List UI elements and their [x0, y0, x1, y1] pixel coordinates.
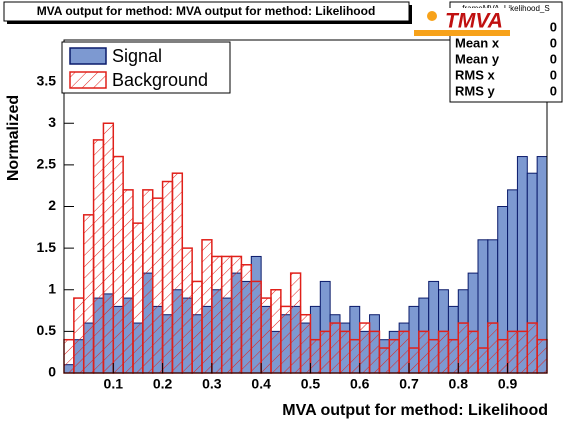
y-tick-label: 0.5	[37, 322, 57, 338]
logo-text: TMVA	[445, 10, 503, 33]
histogram-bar	[260, 297, 272, 374]
histogram-bar	[516, 330, 529, 374]
histogram-bar	[388, 338, 400, 374]
stats-value: 0	[550, 19, 557, 34]
x-tick-label: 0.4	[251, 376, 271, 392]
chart-title: MVA output for method: MVA output for me…	[37, 4, 376, 18]
legend-label: Signal	[112, 46, 162, 66]
histogram-bar	[319, 330, 331, 374]
stats-value: 0	[550, 35, 557, 50]
histogram-bar	[112, 155, 124, 374]
y-tick-label: 1.5	[37, 239, 57, 255]
stats-label: RMS y	[455, 83, 496, 98]
histogram-bar	[270, 289, 282, 374]
y-tick-label: 1	[48, 280, 56, 296]
histogram-bar	[82, 214, 95, 374]
histogram-bar	[437, 330, 450, 374]
x-tick-label: 0.2	[153, 376, 173, 392]
histogram-bar	[73, 297, 85, 374]
histogram-bar	[142, 189, 154, 374]
legend-swatch	[69, 47, 107, 65]
stats-value: 0	[550, 51, 557, 66]
histogram-bar	[427, 338, 440, 374]
histogram-bar	[339, 330, 351, 374]
x-tick-label: 0.5	[301, 376, 321, 392]
histogram-bar	[240, 264, 253, 374]
histogram-bar	[102, 122, 115, 374]
legend-swatch	[69, 71, 107, 89]
histogram-bar	[201, 239, 213, 374]
y-tick-label: 2.5	[37, 156, 57, 172]
histogram-bar	[378, 347, 391, 374]
histogram-bar	[211, 255, 223, 374]
legend-label: Background	[112, 70, 208, 90]
logo-bar	[414, 30, 510, 36]
stats-value: 0	[550, 67, 557, 82]
stats-value: 0	[550, 83, 557, 98]
histogram-bar	[329, 322, 341, 374]
histogram-bar	[487, 322, 499, 374]
histogram-bar	[289, 272, 302, 374]
histogram-bar	[447, 338, 460, 374]
x-tick-label: 0.8	[449, 376, 469, 392]
histogram-bar	[368, 330, 381, 374]
histogram-bar	[132, 222, 144, 374]
y-tick-label: 3	[48, 114, 56, 130]
histogram-bar	[299, 313, 312, 374]
histogram-bar	[191, 280, 203, 374]
logo-dot	[427, 11, 437, 21]
histogram-bar	[230, 255, 243, 374]
stats-label: Mean y	[455, 51, 500, 66]
x-tick-label: 0.7	[399, 376, 419, 392]
legend: Signal Background	[61, 41, 231, 94]
histogram-bar	[526, 322, 538, 374]
y-tick-label: 3.5	[37, 72, 57, 88]
title-box	[3, 1, 410, 22]
histogram-bar	[358, 322, 371, 374]
x-tick-label: 0.1	[104, 376, 124, 392]
histogram-bar	[122, 189, 134, 374]
histogram-bar	[457, 322, 469, 374]
stats-label: RMS x	[455, 67, 496, 82]
stats-label: Mean x	[455, 35, 500, 50]
histogram-bar	[398, 330, 410, 374]
x-tick-label: 0.3	[202, 376, 222, 392]
histogram-bar	[418, 330, 430, 374]
histogram-bar	[151, 197, 164, 374]
histogram-bar	[467, 330, 479, 374]
x-axis-title: MVA output for method: Likelihood	[282, 402, 548, 419]
x-tick-label: 0.6	[350, 376, 370, 392]
histogram-bar	[477, 347, 489, 374]
histogram-bar	[171, 172, 184, 374]
histogram-bar	[250, 280, 262, 374]
histogram-bar	[536, 338, 548, 374]
y-tick-label: 0	[48, 364, 56, 380]
histogram-bar	[496, 338, 509, 374]
x-tick-label: 0.9	[498, 376, 518, 392]
histogram-bar	[220, 255, 233, 374]
histogram-bar	[506, 330, 519, 374]
histogram-bar	[161, 180, 174, 374]
histogram-bar	[408, 347, 420, 374]
histogram-bar	[92, 139, 105, 374]
histogram-bar	[63, 338, 75, 374]
histogram-bar	[349, 338, 361, 374]
histogram-bar	[280, 305, 292, 374]
y-axis-title: Normalized	[5, 95, 22, 181]
histogram-bar	[181, 247, 193, 374]
histogram-bar	[309, 338, 322, 374]
y-tick-label: 2	[48, 197, 56, 213]
